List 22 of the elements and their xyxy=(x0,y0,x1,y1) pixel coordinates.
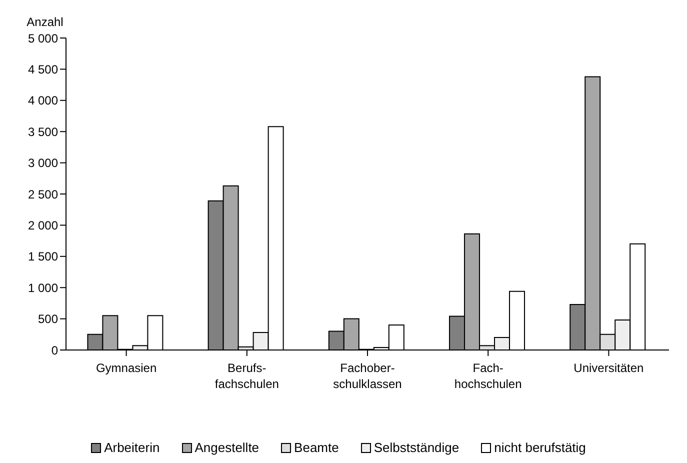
y-axis-title: Anzahl xyxy=(26,15,64,29)
y-tick-label: 3 000 xyxy=(28,156,58,170)
x-tick-label: Fachober- schulklassen xyxy=(333,361,402,391)
legend-label: Beamte xyxy=(294,440,339,455)
legend-label: Selbstständige xyxy=(374,440,460,455)
y-tick-label: 2 000 xyxy=(28,218,58,232)
x-tick-label: Gymnasien xyxy=(96,361,157,375)
y-tick-label: 0 xyxy=(51,343,58,358)
x-tick-label: Berufs- fachschulen xyxy=(214,361,279,391)
legend-label: nicht berufstätig xyxy=(494,440,586,455)
y-tick-label: 5 000 xyxy=(28,31,58,46)
y-tick-label: 4 000 xyxy=(28,94,58,108)
x-tick-label: Fach- hochschulen xyxy=(454,361,522,391)
y-tick-label: 4 500 xyxy=(28,62,58,76)
y-tick-label: 1 500 xyxy=(28,250,58,264)
y-tick-label: 1 000 xyxy=(28,280,58,295)
y-tick-label: 2 500 xyxy=(28,187,58,202)
x-tick-label: Universitäten xyxy=(574,361,644,375)
legend-label: Angestellte xyxy=(194,440,260,455)
y-tick-label: 500 xyxy=(38,312,58,326)
legend-label: Arbeiterin xyxy=(104,440,160,455)
y-tick-label: 3 500 xyxy=(28,124,58,139)
